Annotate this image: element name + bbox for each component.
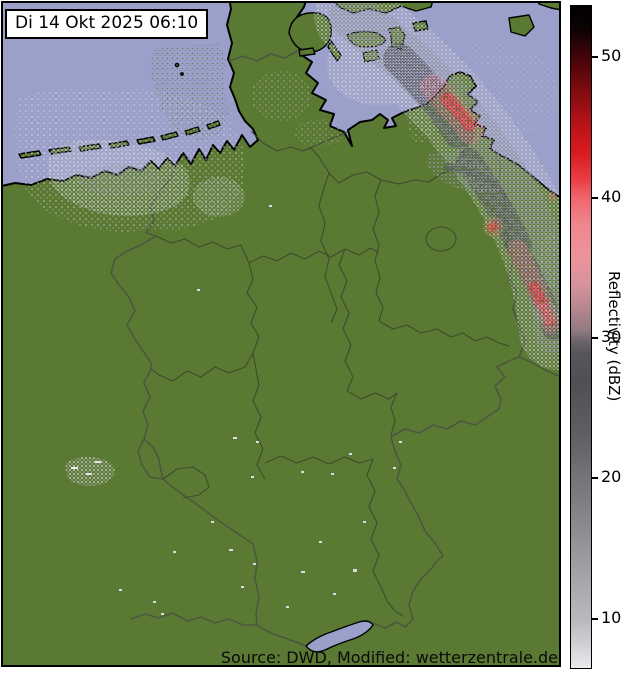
state-border	[150, 235, 260, 382]
echo-eifel-sliver	[71, 467, 78, 469]
colorbar-label-40: 40	[601, 187, 622, 206]
border-switzerland	[130, 612, 307, 647]
bornholm-island	[508, 14, 535, 37]
echo-eifel-sliver	[86, 473, 92, 475]
state-border	[318, 172, 338, 324]
reflectivity-colorbar	[570, 5, 592, 669]
state-border	[378, 320, 510, 347]
lake-constance	[305, 620, 374, 653]
colorbar-label-50: 50	[601, 46, 622, 65]
colorbar-tick-30	[592, 337, 598, 339]
state-border	[162, 466, 210, 499]
berlin-ring	[425, 226, 457, 252]
echo-baltic-sea-specks-2	[469, 39, 509, 67]
sweden-coast	[537, 3, 559, 11]
state-border	[250, 130, 304, 152]
echo-schleswig	[251, 71, 311, 121]
border-poland-czechia	[518, 356, 559, 378]
border-belgium	[142, 368, 152, 440]
echo-fehmarn	[333, 71, 373, 95]
colorbar-tick-10	[592, 618, 598, 620]
timestamp-badge: Di 14 Okt 2025 06:10	[5, 9, 209, 40]
echo-heavy-pink-4	[547, 192, 557, 202]
colorbar-label-20: 20	[601, 467, 622, 486]
state-border	[346, 390, 398, 436]
echo-eifel	[65, 456, 115, 486]
state-border	[372, 179, 384, 322]
echo-band-edge	[539, 231, 559, 291]
source-credit: Source: DWD, Modified: wetterzentrale.de	[220, 648, 558, 667]
echo-intense-red-3	[488, 222, 498, 232]
echo-northwest-mid	[79, 165, 163, 197]
scattered-specks	[119, 205, 402, 615]
colorbar-tick-40	[592, 197, 598, 199]
colorbar-tick-50	[592, 56, 598, 58]
echo-band-tail	[534, 302, 559, 324]
echo-sea-west	[23, 121, 59, 181]
border-czechia	[390, 356, 520, 557]
echo-intense-red-1	[440, 92, 476, 132]
germany-radar-map	[1, 1, 561, 667]
state-border	[338, 248, 354, 392]
aeroe-island	[298, 47, 316, 57]
border-denmark	[228, 50, 298, 62]
colorbar-tick-20	[592, 477, 598, 479]
helgoland-dune	[180, 72, 184, 76]
state-border	[252, 352, 266, 480]
helgoland-island	[174, 62, 180, 68]
precipitation-echoes	[14, 3, 559, 615]
echo-tongue-dark	[443, 163, 499, 189]
colorbar-label-30: 30	[601, 327, 622, 346]
state-border	[248, 247, 380, 264]
echo-baltic-sea-specks	[489, 53, 557, 133]
echo-emsland	[193, 177, 245, 217]
radar-map-canvas	[3, 3, 559, 665]
echo-holstein	[295, 119, 343, 147]
border-luxembourg	[137, 438, 164, 480]
state-border	[366, 458, 404, 617]
colorbar-label-10: 10	[601, 608, 622, 627]
border-austria	[372, 555, 444, 629]
echo-eifel-sliver	[95, 461, 101, 463]
colorbar-title: Reflectivity (dBZ)	[605, 270, 623, 402]
state-border	[264, 455, 374, 465]
